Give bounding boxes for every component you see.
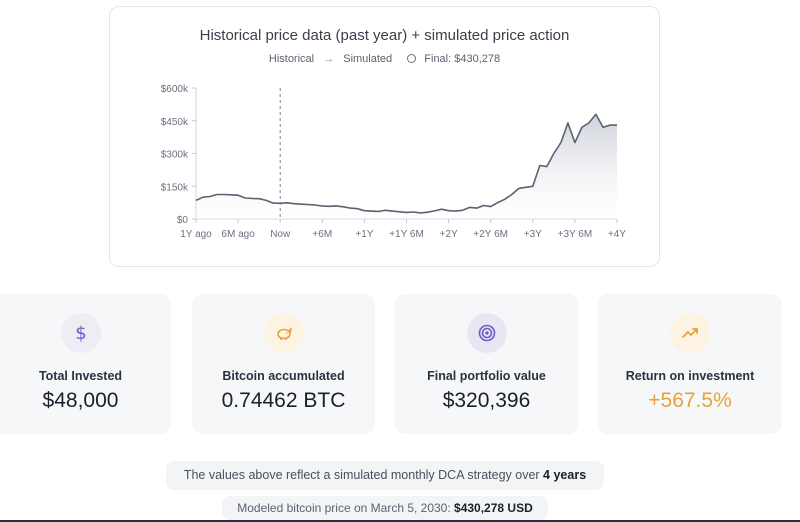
y-tick-label: $450k bbox=[161, 117, 189, 128]
stat-value: $320,396 bbox=[442, 389, 531, 412]
trending-up-icon-wrap bbox=[670, 313, 710, 353]
stat-value: $48,000 bbox=[42, 389, 119, 412]
chart-legend: Historical → Simulated Final: $430,278 bbox=[110, 53, 659, 65]
x-tick-label: +3Y 6M bbox=[558, 229, 593, 240]
svg-text:$: $ bbox=[75, 323, 86, 343]
series-line bbox=[195, 113, 617, 214]
price-chart-card: Historical price data (past year) + simu… bbox=[109, 6, 660, 267]
trending-up-icon bbox=[682, 328, 698, 338]
x-tick-label: +2Y bbox=[440, 229, 458, 240]
legend-arrow: → bbox=[323, 53, 335, 65]
x-tick-label: +1Y bbox=[355, 229, 373, 240]
piggy-bank-icon bbox=[276, 327, 292, 340]
stat-label: Total Invested bbox=[38, 369, 123, 383]
legend-historical: Historical bbox=[268, 53, 315, 65]
stat-label: Final portfolio value bbox=[427, 369, 546, 383]
target-icon-wrap bbox=[466, 313, 507, 353]
y-tick-label: $300k bbox=[161, 150, 189, 161]
legend-target-icon bbox=[407, 54, 417, 63]
modeled-price-text: Modeled bitcoin price on March 5, 2030: bbox=[237, 501, 455, 515]
stat-card-total-invested: $ Total Invested $48,000 bbox=[0, 294, 171, 434]
dca-note: The values above reflect a simulated mon… bbox=[166, 461, 604, 490]
x-tick-label: +2Y 6M bbox=[473, 229, 508, 240]
window-bottom-border bbox=[0, 520, 800, 522]
series-area bbox=[196, 114, 617, 219]
dollar-icon-wrap: $ bbox=[60, 313, 101, 353]
chart-title: Historical price data (past year) + simu… bbox=[199, 27, 570, 44]
y-tick-label: $0 bbox=[177, 215, 189, 226]
dollar-icon: $ bbox=[75, 323, 86, 343]
x-tick-label: Now bbox=[270, 229, 291, 240]
stat-card-final-portfolio: Final portfolio value $320,396 bbox=[395, 294, 578, 434]
x-tick-label: +3Y bbox=[524, 229, 542, 240]
x-tick-label: 6M ago bbox=[221, 229, 255, 240]
x-tick-label: +6M bbox=[312, 229, 332, 240]
y-tick-label: $150k bbox=[161, 182, 189, 193]
x-tick-label: 1Y ago bbox=[180, 229, 212, 240]
dca-duration: 4 years bbox=[543, 468, 587, 482]
legend-final-value: Final: $430,278 bbox=[424, 53, 501, 65]
stat-value: +567.5% bbox=[648, 389, 732, 412]
stat-value: 0.74462 BTC bbox=[221, 389, 346, 412]
piggy-bank-icon-wrap bbox=[263, 313, 304, 353]
price-chart: $600k $450k $300k $150k $0 1Y ago 6M ago Now +6M… bbox=[161, 84, 627, 240]
stat-label: Return on investment bbox=[625, 369, 755, 383]
dca-note-text: The values above reflect a simulated mon… bbox=[183, 468, 544, 482]
target-icon bbox=[478, 324, 495, 342]
stat-card-bitcoin-accumulated: Bitcoin accumulated 0.74462 BTC bbox=[192, 294, 375, 434]
stat-card-roi: Return on investment +567.5% bbox=[598, 294, 782, 434]
x-tick-label: +1Y 6M bbox=[389, 229, 424, 240]
modeled-price-value: $430,278 USD bbox=[454, 501, 533, 515]
stat-label: Bitcoin accumulated bbox=[222, 369, 345, 383]
y-tick-label: $600k bbox=[161, 84, 189, 95]
modeled-price-note: Modeled bitcoin price on March 5, 2030: … bbox=[222, 496, 548, 520]
legend-simulated: Simulated bbox=[343, 53, 393, 65]
x-tick-label: +4Y bbox=[608, 229, 626, 240]
